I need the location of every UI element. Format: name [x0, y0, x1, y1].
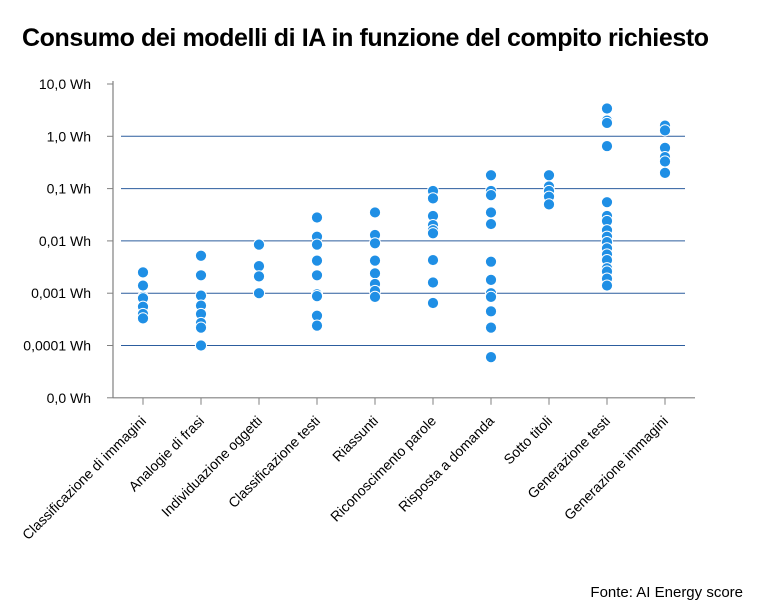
data-point	[658, 124, 672, 137]
y-tick-label: 0,001 Wh	[31, 285, 91, 301]
data-point	[252, 287, 266, 300]
data-point	[252, 259, 266, 273]
data-point	[484, 189, 498, 202]
data-point	[426, 296, 440, 310]
data-point	[136, 312, 150, 325]
data-points	[136, 102, 672, 364]
data-point	[368, 267, 382, 280]
data-point	[368, 290, 382, 303]
data-point	[252, 270, 266, 283]
x-tick-label: Riassunti	[329, 413, 381, 465]
data-point	[426, 227, 440, 240]
y-tick-label: 0,0001 Wh	[23, 338, 91, 354]
y-tick-labels: 0,0 Wh 0,0001 Wh 0,001 Wh 0,01 Wh 0,1 Wh 1,0 …	[23, 76, 91, 406]
data-point	[310, 269, 324, 282]
y-tick-label: 0,1 Wh	[47, 181, 91, 197]
data-point	[484, 217, 498, 231]
chart-source: Fonte: AI Energy score	[590, 584, 743, 601]
data-point	[484, 206, 498, 219]
data-point	[658, 166, 672, 179]
data-point	[542, 198, 556, 211]
data-point	[600, 116, 614, 130]
data-point	[426, 276, 440, 289]
data-point	[194, 339, 208, 352]
data-point	[484, 255, 498, 268]
data-point	[194, 249, 208, 262]
data-point	[600, 139, 614, 153]
data-point	[484, 321, 498, 334]
data-point	[600, 279, 614, 292]
data-point	[310, 319, 324, 332]
y-tick-label: 0,01 Wh	[39, 233, 91, 249]
data-point	[194, 321, 208, 334]
data-point	[252, 238, 266, 251]
data-point	[368, 206, 382, 219]
x-tick-label: Risposta a domanda	[395, 412, 497, 514]
data-point	[194, 269, 208, 282]
data-point	[426, 192, 440, 205]
data-point	[484, 273, 498, 286]
data-point	[484, 169, 498, 182]
data-point	[484, 351, 498, 364]
x-tick-label: Riconoscimento parole	[327, 412, 439, 524]
data-point	[484, 305, 498, 318]
data-point	[310, 290, 324, 303]
data-point	[600, 196, 614, 209]
x-tick-label: Generazione immagini	[561, 413, 671, 523]
data-point	[600, 102, 614, 115]
data-point	[426, 253, 440, 267]
y-tick-label: 10,0 Wh	[39, 76, 91, 92]
data-point	[368, 254, 382, 267]
gridlines	[121, 135, 685, 346]
data-point	[310, 238, 324, 251]
data-point	[136, 266, 150, 279]
data-point	[310, 254, 324, 267]
chart-title: Consumo dei modelli di IA in funzione de…	[22, 24, 709, 52]
x-tick-label: Sotto titoli	[500, 413, 555, 468]
data-point	[310, 211, 324, 224]
x-tick-label: Individuazione oggetti	[158, 413, 265, 520]
axes	[107, 81, 695, 405]
y-tick-label: 1,0 Wh	[47, 128, 91, 144]
data-point	[542, 169, 556, 182]
data-point	[136, 279, 150, 292]
data-point	[484, 290, 498, 303]
data-point	[658, 155, 672, 168]
data-point	[368, 237, 382, 250]
y-tick-label: 0,0 Wh	[47, 390, 91, 406]
